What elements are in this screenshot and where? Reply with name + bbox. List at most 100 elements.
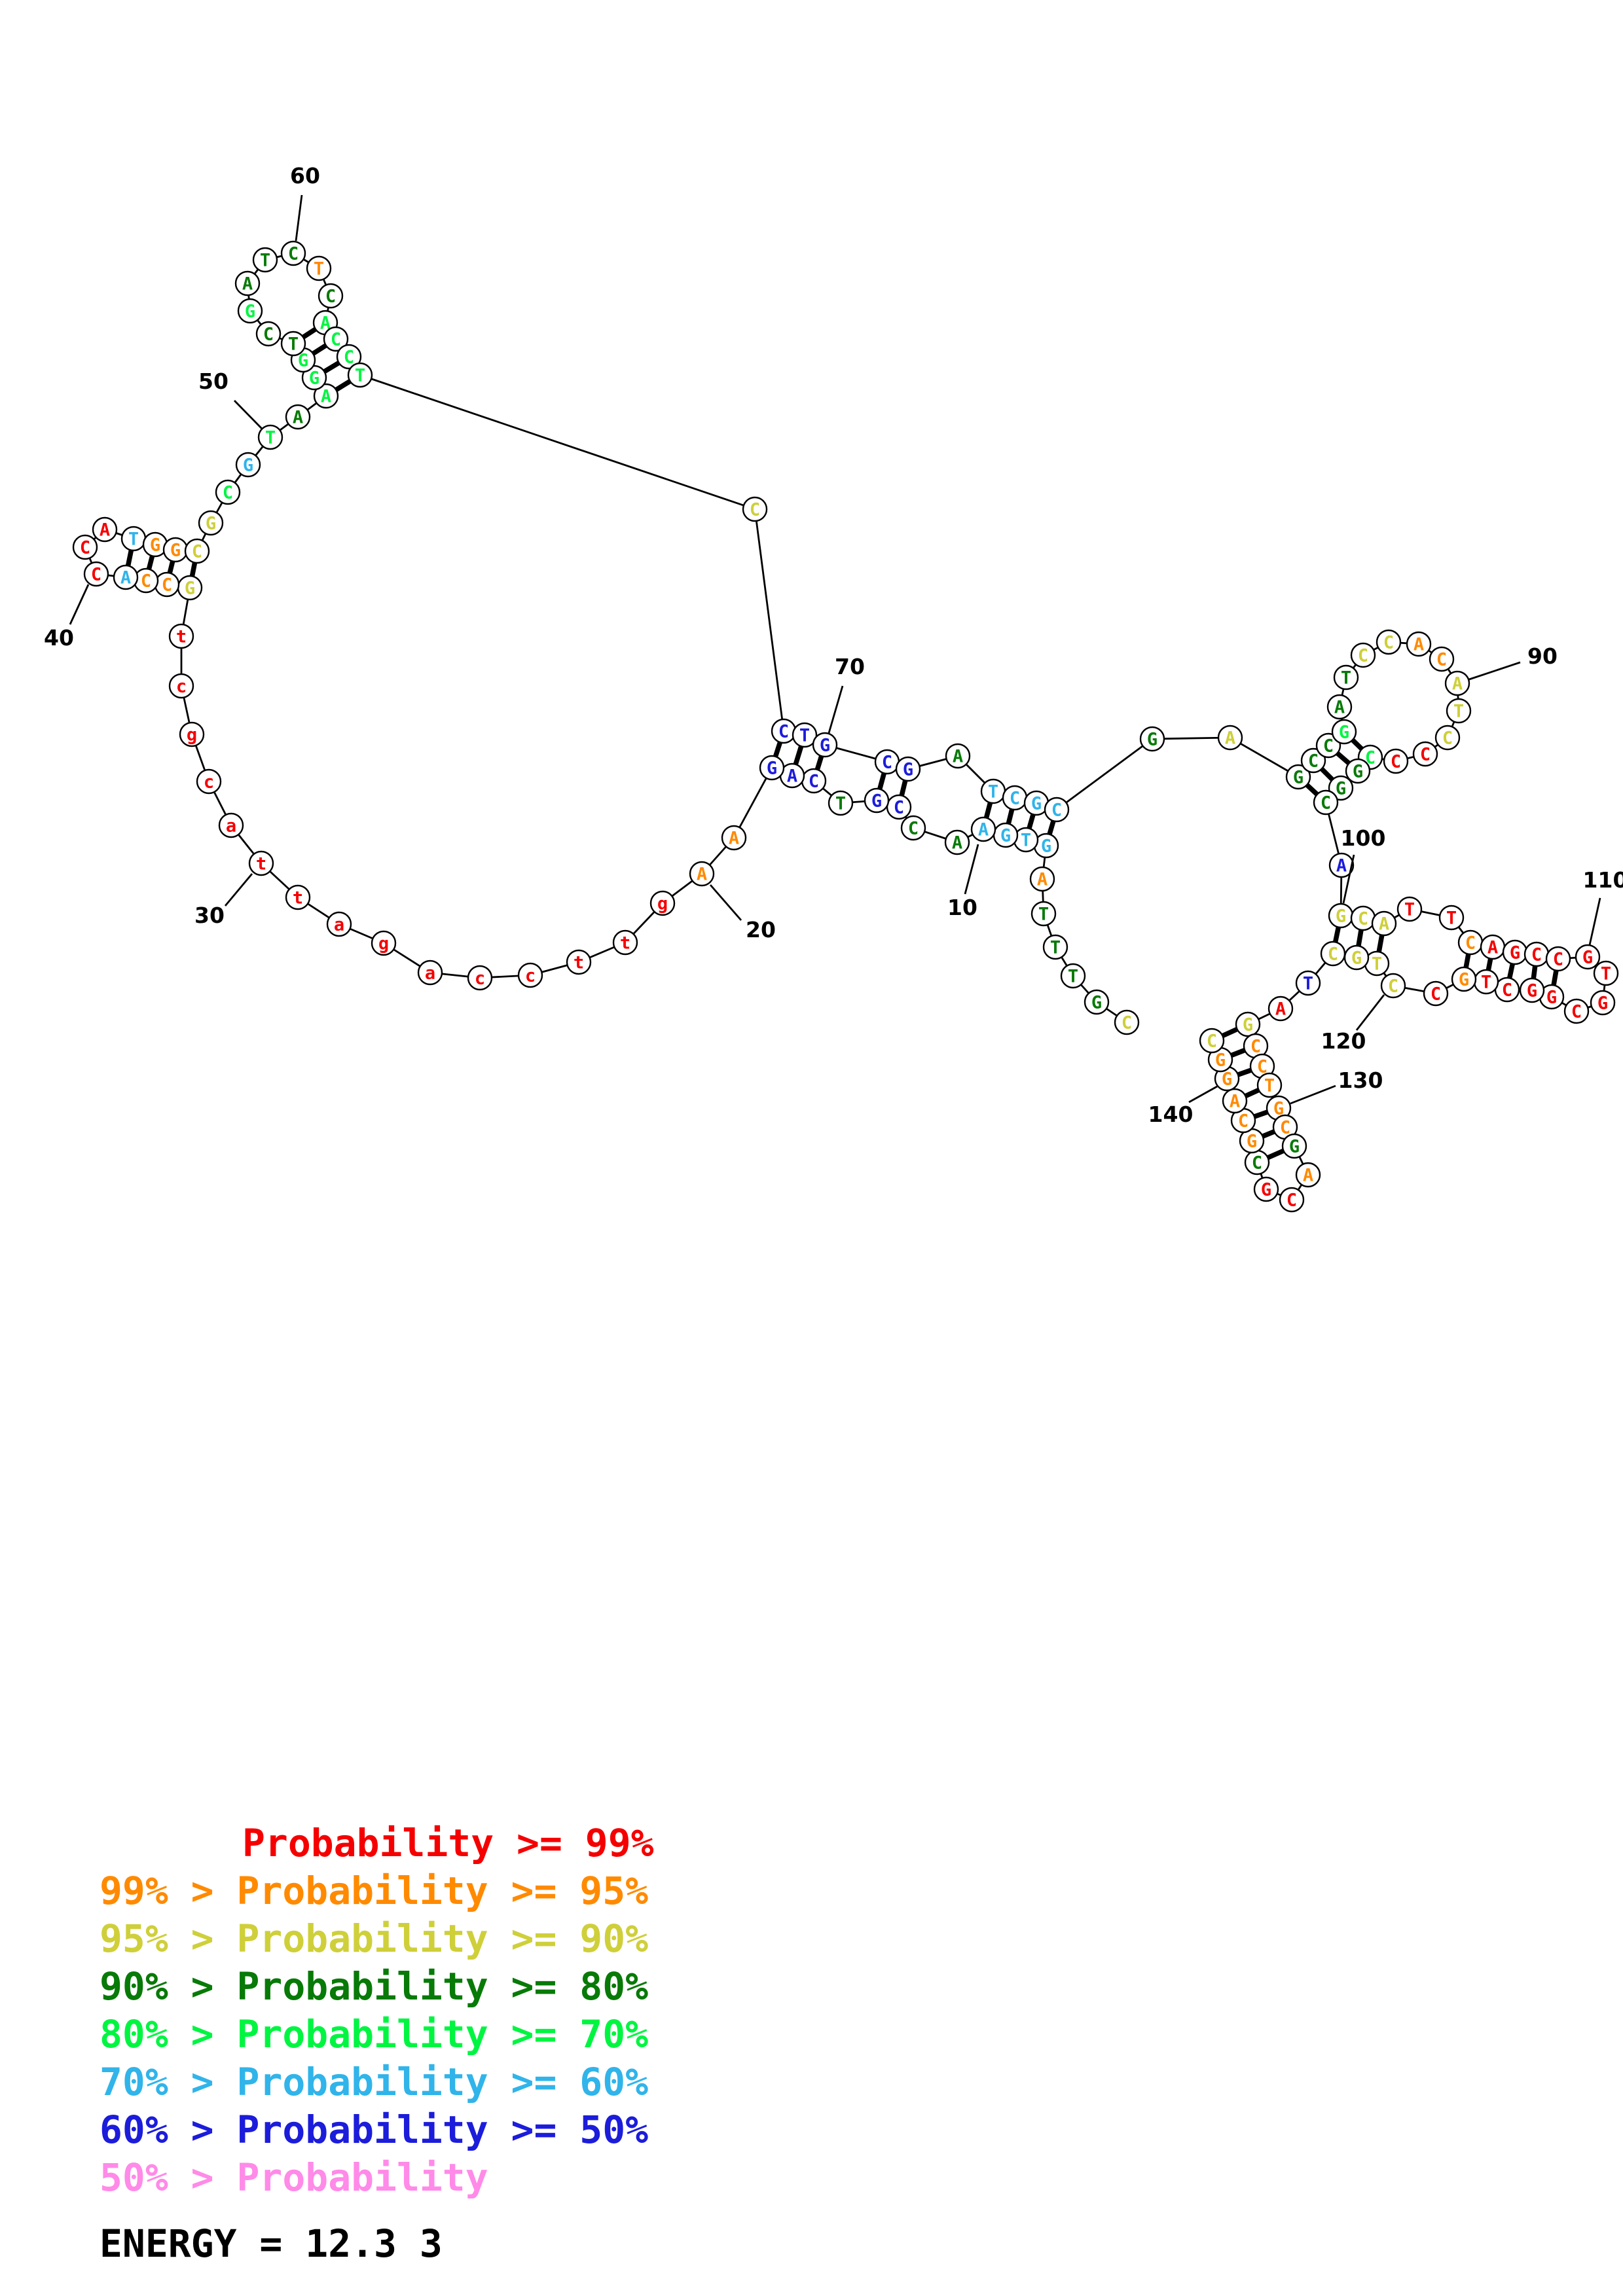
nucleotide-base: T xyxy=(1068,967,1078,987)
nucleotide-base: C xyxy=(1051,800,1062,821)
nucleotide-circle xyxy=(1331,719,1357,745)
nucleotide-circle xyxy=(371,930,397,956)
nucleotide-circle xyxy=(168,673,194,699)
nucleotide-base: C xyxy=(1286,1191,1297,1211)
nucleotide-circle xyxy=(1295,970,1321,996)
nucleotide-base: T xyxy=(355,366,365,386)
tick-line xyxy=(224,873,253,906)
nucleotide-circle xyxy=(326,911,352,937)
nucleotide-circle xyxy=(517,962,543,988)
nucleotide-base: C xyxy=(1308,751,1319,772)
nucleotide-base: T xyxy=(988,782,998,802)
nucleotide-base: G xyxy=(820,736,830,756)
nucleotide-circle xyxy=(566,949,592,975)
nucleotide-circle xyxy=(1406,631,1432,657)
nucleotide-base: t xyxy=(256,854,266,874)
nucleotide-base: C xyxy=(1010,789,1020,809)
tick-number: 40 xyxy=(44,625,74,651)
nucleotide-base: A xyxy=(1037,870,1048,890)
nucleotide-circle xyxy=(944,829,970,855)
nucleotide-base: G xyxy=(1527,981,1537,1001)
tick-line xyxy=(1342,854,1355,904)
legend-row: 80% > Probability >= 70% xyxy=(100,2012,648,2056)
nucleotide-base: A xyxy=(953,747,963,767)
nucleotide-circle xyxy=(792,722,818,748)
nucleotide-base: A xyxy=(729,829,739,849)
nucleotide-circle xyxy=(1217,725,1243,751)
backbone-segment xyxy=(1230,736,1299,778)
nucleotide-base: G xyxy=(1273,1099,1284,1119)
nucleotide-base: T xyxy=(1404,900,1415,920)
nucleotide-base: t xyxy=(293,888,303,908)
nucleotide-base: C xyxy=(1250,1037,1261,1057)
tick-line xyxy=(233,400,263,429)
nucleotide-circle xyxy=(1279,1187,1305,1213)
nucleotide-base: T xyxy=(1372,954,1382,975)
probability-legend: Probability >= 99%99% > Probability >= 9… xyxy=(100,1821,654,2200)
nucleotide-base: C xyxy=(894,798,904,818)
nucleotide-base: G xyxy=(1353,762,1363,782)
tick-line xyxy=(1355,994,1385,1031)
nucleotide-base: T xyxy=(835,794,846,814)
tick-line xyxy=(1588,897,1601,946)
nucleotide-base: G xyxy=(1031,794,1042,814)
tick-number: 130 xyxy=(1338,1067,1383,1093)
nucleotide-base: A xyxy=(952,833,962,853)
nucleotide-circle xyxy=(1199,1028,1225,1054)
nucleotide-base: G xyxy=(245,302,255,322)
nucleotide-base: C xyxy=(1388,977,1398,997)
nucleotide-base: A xyxy=(1225,728,1235,749)
nucleotide-circle xyxy=(1575,944,1601,970)
nucleotide-circle xyxy=(417,960,443,986)
nucleotide-circle xyxy=(235,452,261,478)
nucleotide-base: G xyxy=(1336,906,1346,927)
nucleotide-base: A xyxy=(1303,1166,1313,1186)
nucleotide-base: g xyxy=(187,725,197,745)
nucleotide-circle xyxy=(198,510,224,536)
tick-number: 100 xyxy=(1341,825,1386,851)
nucleotide-circle xyxy=(1446,698,1472,724)
nucleotide-circle xyxy=(184,538,210,564)
nucleotide-base: G xyxy=(1289,1137,1300,1157)
nucleotide-circle xyxy=(257,424,283,450)
nucleotide-base: C xyxy=(882,753,892,773)
nucleotide-base: C xyxy=(1365,748,1376,768)
nucleotide-base: G xyxy=(1243,1015,1253,1035)
nucleotide-base: C xyxy=(1321,793,1331,814)
backbone-segment xyxy=(1056,738,1153,811)
tick-number: 110 xyxy=(1583,867,1623,893)
nucleotide-circle xyxy=(280,240,306,266)
nucleotide-circle xyxy=(347,362,373,388)
nucleotide-base: T xyxy=(1264,1076,1275,1096)
nucleotide-circle xyxy=(168,623,194,649)
nucleotide-base: C xyxy=(1323,736,1334,757)
tick-line xyxy=(295,194,303,242)
nucleotide-base: T xyxy=(265,428,276,448)
nucleotide-circle xyxy=(1333,664,1359,691)
nucleotide-base: C xyxy=(91,565,101,585)
nucleotide-base: C xyxy=(1122,1013,1132,1033)
nucleotide-base: G xyxy=(903,760,913,780)
nucleotide-circle xyxy=(306,255,332,281)
nucleotide-base: T xyxy=(1446,908,1457,929)
nucleotide-circle xyxy=(83,561,109,587)
nucleotide-base: G xyxy=(1261,1180,1271,1200)
nucleotide-base: C xyxy=(809,772,819,792)
nucleotide-circle xyxy=(812,732,838,758)
tick-number: 10 xyxy=(947,895,977,920)
nucleotide-circle xyxy=(248,850,274,876)
legend-row: 70% > Probability >= 60% xyxy=(100,2060,648,2104)
nucleotide-circle xyxy=(1139,726,1165,752)
nucleotide-base: C xyxy=(1257,1057,1267,1077)
tick-number: 120 xyxy=(1321,1028,1366,1054)
nucleotide-circle xyxy=(689,861,715,887)
nucleotide-base: G xyxy=(206,514,216,534)
tick-line xyxy=(828,685,844,734)
nucleotide-base: G xyxy=(1597,994,1608,1014)
nucleotide-base: G xyxy=(150,535,160,556)
nucleotide-circle xyxy=(864,787,890,814)
nucleotide-base: C xyxy=(1436,650,1447,670)
nucleotide-base: C xyxy=(1553,950,1563,970)
nucleotide-base: t xyxy=(620,933,630,954)
nucleotide-circle xyxy=(828,790,854,816)
